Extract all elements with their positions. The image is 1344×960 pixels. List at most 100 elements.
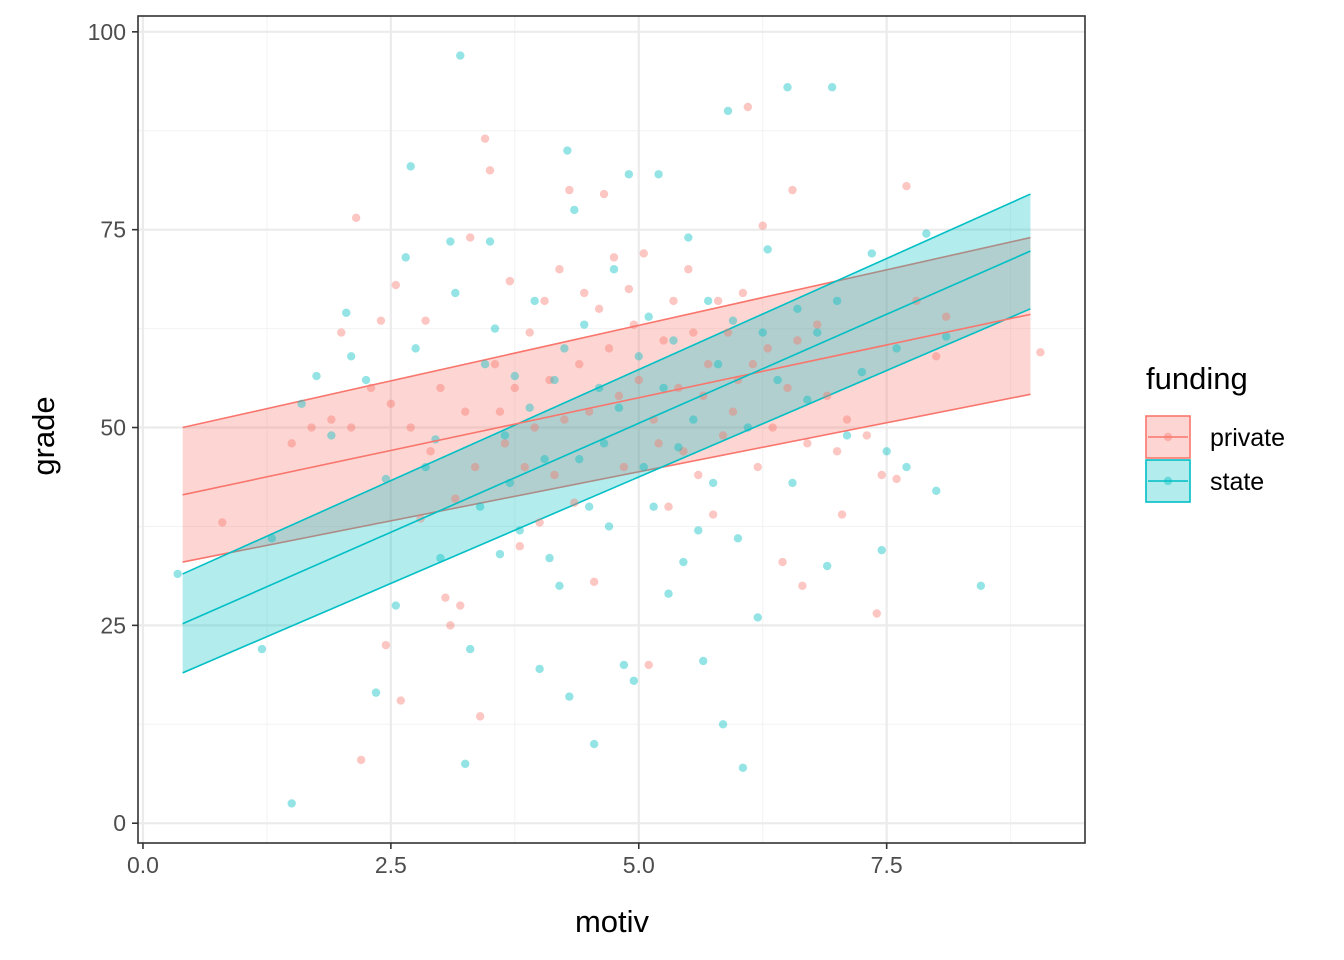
data-point-private	[837, 510, 847, 519]
data-point-state	[584, 502, 594, 511]
data-point-state	[743, 423, 753, 432]
data-point-private	[570, 498, 579, 507]
data-point-state	[589, 739, 599, 749]
data-point-state	[842, 431, 852, 440]
data-point-private	[664, 502, 673, 511]
data-point-state	[857, 367, 867, 377]
data-point-private	[624, 284, 634, 294]
data-point-private	[708, 510, 718, 519]
data-point-private	[560, 415, 569, 424]
data-point-private	[783, 383, 792, 393]
data-point-state	[456, 51, 465, 60]
fit-line-private	[182, 313, 1031, 496]
data-point-state	[267, 534, 277, 543]
data-point-state	[634, 352, 643, 361]
data-point-state	[346, 352, 356, 361]
data-point-private	[758, 221, 767, 230]
data-point-state	[563, 146, 572, 155]
data-point-private	[941, 312, 951, 321]
data-point-private	[451, 494, 460, 503]
data-point-state	[465, 644, 475, 654]
y-tick-label: 75	[100, 217, 126, 243]
data-point-private	[738, 288, 748, 298]
data-point-state	[708, 478, 718, 488]
data-point-state	[788, 478, 797, 488]
data-point-private	[381, 640, 391, 650]
data-point-private	[366, 383, 376, 393]
data-point-state	[570, 205, 579, 215]
x-axis-title: motiv	[575, 904, 650, 939]
data-point-state	[580, 320, 589, 329]
data-point-state	[530, 296, 539, 306]
data-point-state	[594, 383, 604, 393]
data-point-private	[609, 253, 619, 262]
data-point-private	[694, 470, 703, 480]
data-point-private	[456, 601, 465, 610]
data-point-state	[475, 502, 485, 511]
data-point-state	[555, 581, 564, 590]
panel-border	[137, 15, 1086, 844]
ci-lower-state	[182, 308, 1031, 674]
data-point-private	[545, 375, 554, 385]
data-point-state	[312, 371, 321, 381]
data-point-state	[545, 553, 554, 563]
data-point-state	[763, 245, 772, 254]
data-point-state	[659, 383, 668, 393]
data-point-state	[421, 462, 430, 472]
legend-title: funding	[1146, 361, 1248, 396]
data-point-private	[892, 474, 901, 484]
data-point-private	[902, 181, 911, 191]
data-point-private	[515, 542, 524, 551]
data-point-state	[644, 312, 653, 321]
data-point-state	[669, 336, 678, 345]
data-point-private	[426, 447, 435, 456]
data-point-private	[822, 391, 832, 401]
data-point-state	[327, 431, 336, 440]
data-point-private	[932, 352, 941, 361]
data-point-state	[679, 557, 688, 567]
data-point-private	[376, 316, 386, 325]
data-point-private	[679, 447, 688, 456]
data-point-state	[480, 360, 490, 369]
data-point-state	[832, 296, 842, 306]
data-point-private	[718, 431, 728, 440]
data-point-private	[589, 577, 599, 587]
data-point-state	[713, 360, 723, 369]
data-point-private	[495, 407, 505, 416]
data-point-state	[674, 443, 683, 452]
data-point-private	[580, 288, 589, 298]
legend-key-point-private	[1163, 432, 1173, 442]
data-point-private	[768, 423, 777, 432]
data-point-state	[406, 162, 415, 171]
ci-band-private	[182, 237, 1031, 563]
data-point-state	[540, 454, 549, 464]
data-point-state	[510, 371, 520, 381]
data-point-private	[351, 213, 361, 223]
data-point-state	[877, 545, 886, 555]
data-point-state	[976, 581, 986, 590]
y-axis-title: grade	[26, 396, 61, 475]
data-point-private	[327, 415, 336, 424]
data-point-state	[624, 170, 634, 179]
data-point-private	[356, 755, 366, 765]
data-point-state	[902, 462, 911, 472]
data-point-private	[406, 423, 415, 432]
data-point-state	[793, 304, 802, 314]
data-point-private	[505, 276, 515, 286]
data-point-state	[932, 486, 941, 496]
data-point-state	[495, 549, 505, 559]
data-point-state	[614, 403, 624, 412]
data-point-state	[604, 522, 614, 531]
data-point-state	[728, 316, 738, 325]
legend-label-state: state	[1210, 468, 1264, 496]
x-tick-label: 2.5	[375, 852, 407, 878]
data-point-private	[813, 320, 822, 329]
data-points	[173, 51, 1045, 808]
data-point-state	[257, 644, 267, 654]
data-point-state	[619, 660, 629, 670]
data-point-private	[396, 696, 405, 705]
data-point-state	[391, 601, 401, 610]
data-point-private	[743, 102, 753, 112]
data-point-private	[644, 660, 653, 670]
data-point-private	[689, 328, 698, 337]
